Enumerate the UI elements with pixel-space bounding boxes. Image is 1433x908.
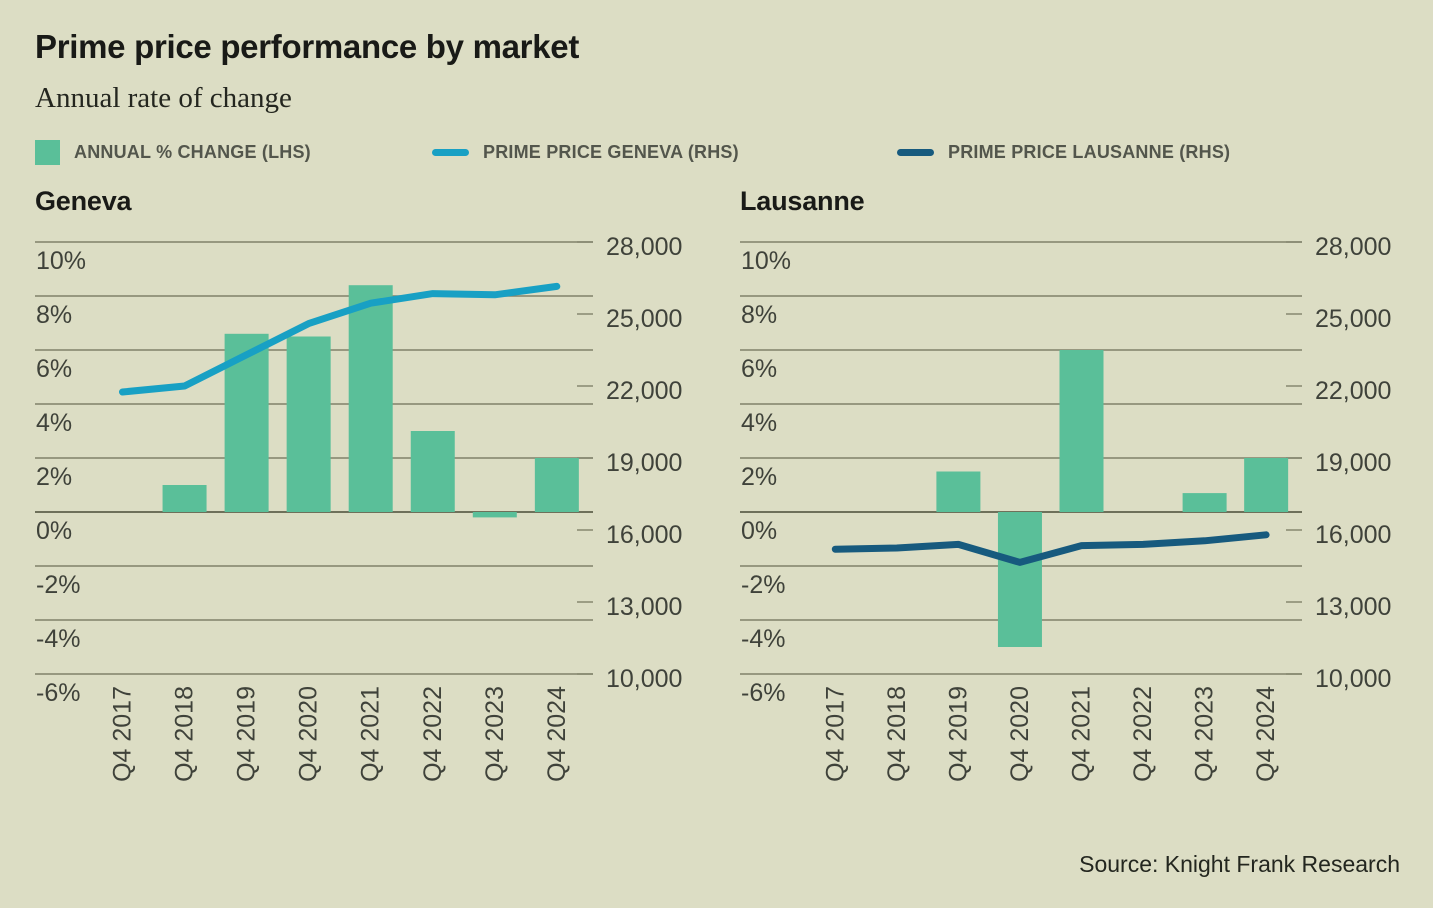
- page-title: Prime price performance by market: [35, 28, 580, 65]
- svg-text:-6%: -6%: [741, 679, 785, 707]
- svg-text:4%: 4%: [741, 409, 777, 437]
- svg-text:22,000: 22,000: [606, 377, 682, 405]
- svg-text:25,000: 25,000: [606, 305, 682, 333]
- svg-text:Q4 2017: Q4 2017: [821, 686, 849, 782]
- svg-text:Q4 2020: Q4 2020: [1006, 686, 1034, 782]
- legend: ANNUAL % CHANGE (LHS) PRIME PRICE GENEVA…: [0, 137, 1433, 167]
- svg-text:13,000: 13,000: [606, 593, 682, 621]
- svg-text:4%: 4%: [36, 409, 72, 437]
- svg-text:10,000: 10,000: [606, 665, 682, 693]
- legend-label: PRIME PRICE LAUSANNE (RHS): [948, 141, 1231, 162]
- svg-text:0%: 0%: [741, 517, 777, 545]
- legend-label: ANNUAL % CHANGE (LHS): [74, 141, 311, 162]
- legend-item-lausanne-line: PRIME PRICE LAUSANNE (RHS): [897, 137, 1230, 167]
- svg-text:28,000: 28,000: [606, 233, 682, 261]
- source-credit: Source: Knight Frank Research: [1079, 851, 1400, 877]
- geneva-chart: Geneva 10% 8% 6% 4% 2% 0% -2% -4% -6% 28,000 25,00…: [35, 186, 682, 782]
- svg-text:Q4 2019: Q4 2019: [944, 686, 972, 782]
- svg-text:28,000: 28,000: [1315, 233, 1391, 261]
- svg-text:19,000: 19,000: [1315, 449, 1391, 477]
- svg-text:-4%: -4%: [741, 625, 785, 653]
- svg-text:-2%: -2%: [36, 571, 80, 599]
- svg-text:10%: 10%: [36, 247, 86, 275]
- svg-text:Q4 2022: Q4 2022: [1129, 686, 1157, 782]
- line-swatch-geneva-icon: [432, 148, 469, 156]
- line-swatch-lausanne-icon: [897, 148, 934, 156]
- lausanne-chart: Lausanne 10% 8% 6% 4% 2% 0% -2% -4% -6% 28,000 25,…: [740, 186, 1391, 782]
- page-subtitle: Annual rate of change: [35, 82, 292, 114]
- svg-text:Q4 2022: Q4 2022: [419, 686, 447, 782]
- svg-text:Q4 2019: Q4 2019: [233, 686, 261, 782]
- svg-text:Q4 2018: Q4 2018: [883, 686, 911, 782]
- svg-text:Q4 2023: Q4 2023: [1191, 686, 1219, 782]
- bar-swatch-icon: [35, 139, 60, 165]
- svg-text:-4%: -4%: [36, 625, 80, 653]
- lausanne-chart-title: Lausanne: [740, 186, 865, 216]
- svg-text:6%: 6%: [741, 355, 777, 383]
- svg-text:10,000: 10,000: [1315, 665, 1391, 693]
- svg-text:8%: 8%: [36, 301, 72, 329]
- svg-text:Q4 2021: Q4 2021: [1068, 686, 1096, 782]
- legend-item-geneva-line: PRIME PRICE GENEVA (RHS): [432, 137, 739, 167]
- svg-text:Q4 2017: Q4 2017: [109, 686, 137, 782]
- lausanne-chart-plot: 10% 8% 6% 4% 2% 0% -2% -4% -6% 28,000 25,000 22,000…: [740, 233, 1391, 782]
- svg-text:0%: 0%: [36, 517, 72, 545]
- svg-text:2%: 2%: [741, 463, 777, 491]
- svg-text:10%: 10%: [741, 247, 791, 275]
- geneva-chart-plot: 10% 8% 6% 4% 2% 0% -2% -4% -6% 28,000 25,000 22,000…: [35, 233, 682, 782]
- svg-text:Q4 2023: Q4 2023: [481, 686, 509, 782]
- svg-text:Q4 2021: Q4 2021: [357, 686, 385, 782]
- svg-text:Q4 2024: Q4 2024: [543, 686, 571, 782]
- legend-item-annual-change: ANNUAL % CHANGE (LHS): [35, 137, 311, 167]
- svg-text:-2%: -2%: [741, 571, 785, 599]
- svg-text:Q4 2020: Q4 2020: [295, 686, 323, 782]
- svg-text:2%: 2%: [36, 463, 72, 491]
- svg-text:25,000: 25,000: [1315, 305, 1391, 333]
- svg-text:-6%: -6%: [36, 679, 80, 707]
- geneva-chart-title: Geneva: [35, 186, 132, 216]
- svg-text:8%: 8%: [741, 301, 777, 329]
- svg-text:Q4 2018: Q4 2018: [171, 686, 199, 782]
- svg-text:16,000: 16,000: [1315, 521, 1391, 549]
- svg-text:Q4 2024: Q4 2024: [1252, 686, 1280, 782]
- legend-label: PRIME PRICE GENEVA (RHS): [483, 141, 739, 162]
- svg-text:16,000: 16,000: [606, 521, 682, 549]
- svg-text:13,000: 13,000: [1315, 593, 1391, 621]
- svg-text:6%: 6%: [36, 355, 72, 383]
- svg-text:22,000: 22,000: [1315, 377, 1391, 405]
- svg-text:19,000: 19,000: [606, 449, 682, 477]
